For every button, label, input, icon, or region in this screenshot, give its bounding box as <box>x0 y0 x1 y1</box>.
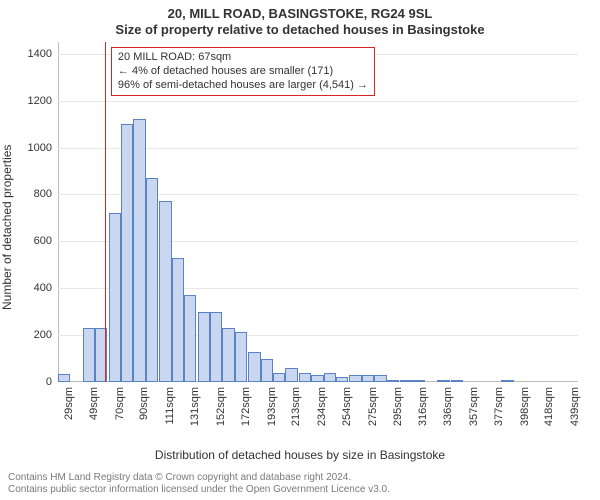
chart-title-main: 20, MILL ROAD, BASINGSTOKE, RG24 9SL <box>0 6 600 21</box>
histogram-bar <box>349 375 361 382</box>
x-tick-label: 49sqm <box>88 387 100 447</box>
histogram-bar <box>172 258 184 382</box>
x-tick-label: 152sqm <box>215 387 227 447</box>
histogram-bar <box>146 178 158 382</box>
x-tick-label: 398sqm <box>519 387 531 447</box>
y-tick-label: 400 <box>2 282 52 294</box>
x-tick-label: 418sqm <box>543 387 555 447</box>
histogram-bar <box>285 368 297 382</box>
annotation-line: 96% of semi-detached houses are larger (… <box>118 79 368 93</box>
histogram-bar <box>184 295 196 382</box>
x-axis-label: Distribution of detached houses by size … <box>0 448 600 462</box>
histogram-bar <box>210 312 222 382</box>
x-tick-label: 336sqm <box>442 387 454 447</box>
annotation-line: 20 MILL ROAD: 67sqm <box>118 51 368 65</box>
histogram-bar <box>501 380 513 382</box>
x-tick-label: 254sqm <box>341 387 353 447</box>
x-tick-label: 295sqm <box>392 387 404 447</box>
y-tick-label: 600 <box>2 235 52 247</box>
histogram-bar <box>58 374 70 382</box>
histogram-bar <box>299 373 311 382</box>
x-tick-label: 131sqm <box>189 387 201 447</box>
marker-line <box>105 42 107 382</box>
histogram-bar <box>83 328 95 382</box>
histogram-bar <box>248 352 260 382</box>
histogram-plot: 020040060080010001200140020 MILL ROAD: 6… <box>58 42 578 382</box>
annotation-box: 20 MILL ROAD: 67sqm← 4% of detached hous… <box>111 47 375 96</box>
y-tick-label: 1400 <box>2 48 52 60</box>
histogram-bar <box>198 312 210 382</box>
histogram-bar <box>451 380 463 382</box>
x-tick-label: 70sqm <box>114 387 126 447</box>
y-axis-line <box>58 42 59 382</box>
histogram-bar <box>437 380 449 382</box>
histogram-bar <box>400 380 412 382</box>
x-tick-label: 377sqm <box>493 387 505 447</box>
histogram-bar <box>109 213 121 382</box>
x-tick-label: 439sqm <box>569 387 581 447</box>
x-tick-label: 357sqm <box>468 387 480 447</box>
histogram-bar <box>235 332 247 382</box>
chart-title-sub: Size of property relative to detached ho… <box>0 22 600 37</box>
y-tick-label: 1200 <box>2 95 52 107</box>
x-tick-label: 234sqm <box>316 387 328 447</box>
attribution-footer: Contains HM Land Registry data © Crown c… <box>8 472 390 496</box>
x-tick-label: 29sqm <box>63 387 75 447</box>
x-tick-label: 90sqm <box>138 387 150 447</box>
histogram-bar <box>362 375 374 382</box>
gridline <box>58 101 578 102</box>
y-tick-label: 200 <box>2 329 52 341</box>
histogram-bar <box>159 201 171 382</box>
histogram-bar <box>261 359 273 382</box>
histogram-bar <box>374 375 386 382</box>
annotation-line: ← 4% of detached houses are smaller (171… <box>118 65 368 79</box>
histogram-bar <box>311 375 323 382</box>
x-tick-label: 111sqm <box>164 387 176 447</box>
x-tick-label: 193sqm <box>266 387 278 447</box>
x-tick-label: 172sqm <box>240 387 252 447</box>
histogram-bar <box>121 124 133 382</box>
histogram-bar <box>222 328 234 382</box>
y-tick-label: 0 <box>2 376 52 388</box>
histogram-bar <box>133 119 145 382</box>
y-tick-label: 1000 <box>2 142 52 154</box>
histogram-bar <box>412 380 424 382</box>
histogram-bar <box>336 377 348 382</box>
x-tick-label: 316sqm <box>417 387 429 447</box>
histogram-bar <box>324 373 336 382</box>
histogram-bar <box>273 373 285 382</box>
footer-line-2: Contains public sector information licen… <box>8 484 390 496</box>
y-tick-label: 800 <box>2 188 52 200</box>
x-tick-label: 213sqm <box>290 387 302 447</box>
x-tick-label: 275sqm <box>367 387 379 447</box>
histogram-bar <box>387 380 399 382</box>
footer-line-1: Contains HM Land Registry data © Crown c… <box>8 472 390 484</box>
